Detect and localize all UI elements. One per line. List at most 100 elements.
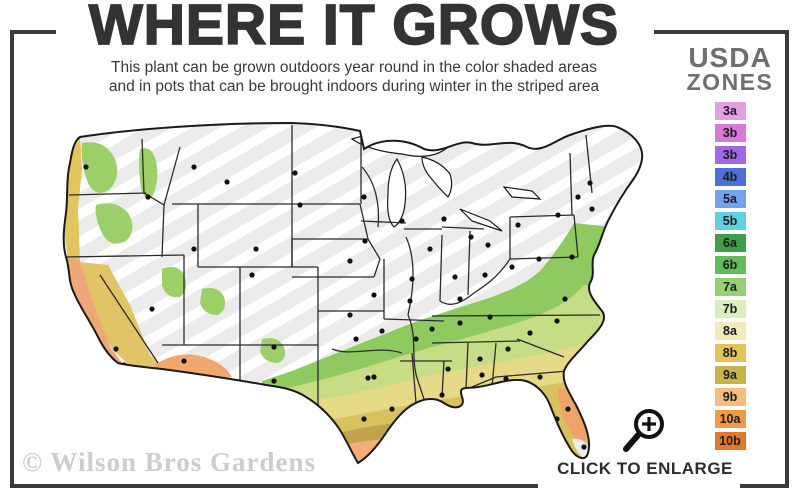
usda-zones-legend: USDA ZONES 3a 3b 3b 4b 5a 5b 6a 6b 7a 7b 8a 8b 9a 9b 1… bbox=[672, 44, 788, 454]
city-dot bbox=[505, 346, 511, 352]
city-dot bbox=[487, 314, 493, 320]
city-dot bbox=[445, 366, 451, 372]
zone-swatch-8b: 8b bbox=[714, 344, 746, 362]
city-dot bbox=[292, 170, 298, 176]
city-dot bbox=[149, 306, 155, 312]
zone-swatch-9b: 9b bbox=[714, 388, 746, 406]
city-dot bbox=[457, 296, 463, 302]
city-dot bbox=[191, 246, 197, 252]
city-dot bbox=[271, 344, 277, 350]
city-dot bbox=[527, 330, 533, 336]
frame-border-bottom-right bbox=[740, 484, 789, 488]
city-dot bbox=[536, 256, 542, 262]
zone-swatch-5b: 5b bbox=[714, 212, 746, 230]
city-dot bbox=[347, 258, 353, 264]
city-dot bbox=[191, 164, 197, 170]
frame-border-left bbox=[10, 30, 14, 488]
city-dot bbox=[482, 272, 488, 278]
city-dot bbox=[429, 326, 435, 332]
zone-swatch-9a: 9a bbox=[714, 366, 746, 384]
city-dot bbox=[589, 206, 595, 212]
city-dot bbox=[224, 179, 230, 185]
city-dot bbox=[413, 336, 419, 342]
city-dot bbox=[477, 356, 483, 362]
frame-border-right bbox=[785, 30, 789, 488]
city-dot bbox=[379, 328, 385, 334]
city-dot bbox=[63, 278, 65, 284]
city-dot bbox=[389, 406, 395, 412]
city-dot bbox=[457, 320, 463, 326]
city-dot bbox=[565, 406, 571, 412]
zone-swatch-8a: 8a bbox=[714, 322, 746, 340]
ut-green-patch bbox=[200, 288, 226, 315]
city-dot bbox=[249, 272, 255, 278]
city-dot bbox=[452, 274, 458, 280]
lake-huron bbox=[421, 156, 453, 198]
city-dot bbox=[407, 298, 413, 304]
city-dot bbox=[479, 372, 485, 378]
click-to-enlarge[interactable]: CLICK TO ENLARGE bbox=[545, 404, 745, 479]
legend-title-zones: ZONES bbox=[686, 69, 774, 95]
zone-list: 3a 3b 3b 4b 5a 5b 6a 6b 7a 7b 8a 8b 9a 9b 10a 10b bbox=[672, 102, 788, 450]
city-dot bbox=[427, 246, 433, 252]
city-dot bbox=[537, 374, 543, 380]
city-dot bbox=[575, 194, 581, 200]
city-dot bbox=[271, 378, 277, 384]
city-dot bbox=[361, 194, 367, 200]
city-dot bbox=[515, 222, 521, 228]
fl-south-tip-gray bbox=[572, 438, 590, 459]
city-dot bbox=[562, 296, 568, 302]
city-dot bbox=[371, 292, 377, 298]
zone-swatch-6a: 6a bbox=[714, 234, 746, 252]
zone-swatch-10b: 10b bbox=[714, 432, 746, 450]
subtitle-line-2: and in pots that can be brought indoors … bbox=[108, 78, 600, 95]
zone-swatch-5a: 5a bbox=[714, 190, 746, 208]
city-dot bbox=[439, 392, 445, 398]
nm-green-patch bbox=[260, 338, 286, 363]
zone-swatch-10a: 10a bbox=[714, 410, 746, 428]
city-dot bbox=[347, 312, 353, 318]
zone-swatch-7a: 7a bbox=[714, 278, 746, 296]
usa-zone-map bbox=[62, 121, 644, 465]
ca-coast-peach bbox=[64, 257, 124, 365]
city-dot bbox=[145, 194, 151, 200]
state-borders bbox=[65, 125, 601, 411]
legend-title-usda: USDA bbox=[688, 42, 772, 73]
zone-swatch-7b: 7b bbox=[714, 300, 746, 318]
page-subtitle: This plant can be grown outdoors year ro… bbox=[18, 58, 690, 96]
city-dot bbox=[399, 218, 405, 224]
zone-swatch-6b: 6b bbox=[714, 256, 746, 274]
nw-green-patch-2 bbox=[95, 203, 133, 244]
city-dot bbox=[587, 180, 593, 186]
zone-swatch-4b: 4b bbox=[714, 168, 746, 186]
zone-swatch-3a: 3a bbox=[714, 102, 746, 120]
city-dot bbox=[113, 346, 119, 352]
nv-green-patch bbox=[162, 267, 187, 298]
city-dot bbox=[181, 358, 187, 364]
city-dot bbox=[441, 216, 447, 222]
city-dot bbox=[468, 234, 474, 240]
city-dot bbox=[409, 276, 415, 282]
city-dot bbox=[362, 238, 368, 244]
click-to-enlarge-label[interactable]: CLICK TO ENLARGE bbox=[557, 459, 733, 478]
nw-green-patch-1 bbox=[81, 142, 118, 193]
city-dot bbox=[365, 375, 371, 381]
city-dot bbox=[353, 336, 359, 342]
city-dot bbox=[361, 416, 367, 422]
lake-ontario bbox=[502, 186, 542, 200]
zone-swatch-3b: 3b bbox=[714, 124, 746, 142]
city-dot bbox=[555, 212, 561, 218]
frame-border-bottom-left bbox=[10, 484, 538, 488]
city-dot bbox=[554, 318, 560, 324]
city-dot bbox=[83, 164, 89, 170]
watermark: © Wilson Bros Gardens bbox=[22, 447, 316, 477]
page-title: WHERE IT GROWS bbox=[88, 0, 620, 58]
frame-border-top-left bbox=[10, 30, 56, 34]
frame-border-top-right bbox=[654, 30, 789, 34]
usa-outline bbox=[62, 121, 644, 465]
magnifier-plus-icon[interactable] bbox=[618, 404, 672, 458]
city-dot bbox=[509, 264, 515, 270]
subtitle-line-1: This plant can be grown outdoors year ro… bbox=[111, 59, 597, 76]
city-dot bbox=[569, 254, 575, 260]
